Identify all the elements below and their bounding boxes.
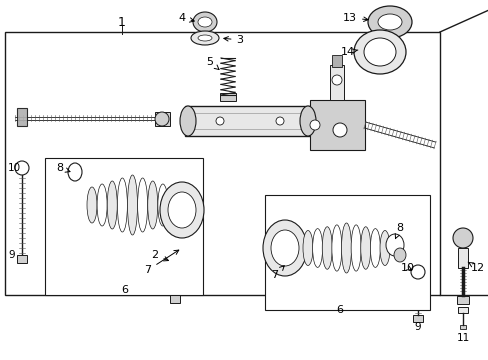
Ellipse shape xyxy=(332,123,346,137)
Ellipse shape xyxy=(97,184,107,226)
Bar xyxy=(456,296,468,304)
Text: 6: 6 xyxy=(336,305,343,315)
Bar xyxy=(264,195,429,310)
Bar xyxy=(17,108,27,126)
Ellipse shape xyxy=(303,230,312,266)
Bar xyxy=(17,255,27,263)
Ellipse shape xyxy=(360,227,370,269)
Bar xyxy=(170,295,180,303)
Text: 10: 10 xyxy=(8,163,21,173)
Ellipse shape xyxy=(198,17,212,27)
Ellipse shape xyxy=(393,248,405,262)
Ellipse shape xyxy=(312,229,322,267)
Ellipse shape xyxy=(180,106,196,136)
Bar xyxy=(45,158,203,295)
Text: 6: 6 xyxy=(121,285,128,295)
Ellipse shape xyxy=(263,220,306,276)
Text: 4: 4 xyxy=(178,13,194,23)
Ellipse shape xyxy=(309,120,319,130)
Ellipse shape xyxy=(331,225,341,271)
Ellipse shape xyxy=(127,175,137,235)
Text: 11: 11 xyxy=(455,333,468,343)
Bar xyxy=(412,315,422,322)
Ellipse shape xyxy=(350,225,360,271)
Ellipse shape xyxy=(331,75,341,85)
Ellipse shape xyxy=(363,38,395,66)
Text: 7: 7 xyxy=(271,266,284,280)
Bar xyxy=(329,65,343,100)
Ellipse shape xyxy=(168,187,178,223)
Ellipse shape xyxy=(452,228,472,248)
Ellipse shape xyxy=(299,106,315,136)
Bar xyxy=(5,32,439,295)
Bar xyxy=(457,248,467,268)
Text: 8: 8 xyxy=(394,223,403,239)
Ellipse shape xyxy=(353,30,405,74)
Ellipse shape xyxy=(155,112,169,126)
Ellipse shape xyxy=(341,223,351,273)
Ellipse shape xyxy=(410,265,424,279)
Ellipse shape xyxy=(191,31,219,45)
Text: 14: 14 xyxy=(340,47,357,57)
Ellipse shape xyxy=(198,35,212,41)
Ellipse shape xyxy=(117,178,127,232)
Bar xyxy=(457,307,467,313)
Text: 1: 1 xyxy=(118,15,126,28)
Ellipse shape xyxy=(193,12,217,32)
Ellipse shape xyxy=(379,230,389,266)
Text: 2: 2 xyxy=(151,250,168,261)
Text: 3: 3 xyxy=(224,35,243,45)
Bar xyxy=(155,112,170,126)
Text: 13: 13 xyxy=(342,13,367,23)
Text: 8: 8 xyxy=(56,163,70,173)
Text: 9: 9 xyxy=(414,322,421,332)
Ellipse shape xyxy=(377,14,401,30)
Ellipse shape xyxy=(107,181,117,229)
Text: 10: 10 xyxy=(400,263,414,273)
Text: 9: 9 xyxy=(9,250,15,260)
Text: 5: 5 xyxy=(206,57,219,69)
Ellipse shape xyxy=(137,178,147,232)
Ellipse shape xyxy=(216,117,224,125)
Text: 12: 12 xyxy=(467,262,484,273)
Bar xyxy=(459,325,465,329)
Ellipse shape xyxy=(275,117,284,125)
Ellipse shape xyxy=(15,161,29,175)
Ellipse shape xyxy=(168,192,196,228)
Bar xyxy=(309,100,364,150)
Ellipse shape xyxy=(322,227,331,269)
Ellipse shape xyxy=(385,234,403,256)
Bar xyxy=(331,55,341,67)
Ellipse shape xyxy=(369,229,380,267)
Ellipse shape xyxy=(367,6,411,38)
Ellipse shape xyxy=(160,182,203,238)
Text: 7: 7 xyxy=(144,250,179,275)
Ellipse shape xyxy=(270,230,298,266)
Ellipse shape xyxy=(147,181,158,229)
Ellipse shape xyxy=(158,184,167,226)
Bar xyxy=(220,93,236,101)
Bar xyxy=(184,106,309,136)
Ellipse shape xyxy=(68,163,82,181)
Ellipse shape xyxy=(87,187,97,223)
